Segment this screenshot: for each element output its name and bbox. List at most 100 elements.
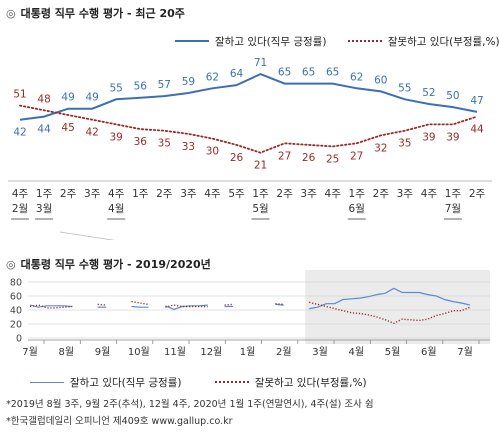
x-tick-label: 10월 [128, 346, 150, 358]
negative-data-label: 39 [110, 131, 123, 143]
x-tick-label: 9월 [95, 346, 111, 358]
negative-data-label: 33 [182, 141, 195, 153]
y-tick-label: 80 [10, 278, 22, 289]
footer-note: *2019년 8월 3주, 9월 2주(추석), 12월 4주, 2020년 1… [6, 399, 374, 410]
x-tick-label: 2월 [276, 346, 292, 358]
zoom-connector-line [59, 231, 115, 240]
x-tick-label: 1주 [132, 188, 149, 200]
x-tick-label: 1월 [240, 346, 256, 358]
negative-series-line [224, 303, 234, 306]
bottom-chart-title: ◎ 대통령 직무 수행 평가 - 2019/2020년 [6, 256, 211, 272]
recent-weeks-highlight [305, 270, 490, 344]
x-tick-label: 2주 [373, 188, 390, 200]
positive-data-label: 49 [61, 92, 74, 104]
positive-data-label: 64 [230, 68, 244, 80]
x-tick-label: 6월 [349, 203, 365, 215]
x-tick-label: 7월 [22, 346, 38, 358]
positive-data-label: 52 [422, 87, 435, 99]
top-line-chart: 42 44 49 49 55 56 57 59 62 64 71 65 65 65 62 60 55 52 50 47… [8, 57, 492, 240]
bottom-line-chart: 0 20 40 60 80 7월 8월 9월 10월 11월 12월 1월 2월 3월 4월 5월 6월 7월 [10, 270, 490, 358]
x-tick-label: 11월 [164, 346, 186, 358]
negative-data-label: 27 [278, 150, 291, 162]
legend-positive: 잘하고 있다(직무 긍정률) [30, 375, 181, 390]
x-tick-label: 3월 [312, 346, 328, 358]
positive-data-label: 65 [278, 67, 291, 79]
positive-data-label: 42 [13, 127, 26, 139]
x-tick-label: 12월 [200, 346, 222, 358]
positive-data-label: 65 [302, 67, 315, 79]
negative-data-label: 48 [37, 93, 50, 105]
x-tick-label: 2주 [156, 188, 173, 200]
x-tick-label: 3주 [84, 188, 101, 200]
negative-data-label: 25 [326, 153, 339, 165]
legend-solid-line-icon [175, 40, 209, 42]
x-tick-label: 5월 [252, 203, 268, 215]
negative-data-label: 26 [230, 152, 244, 164]
x-tick-label: 2주 [60, 188, 77, 200]
x-tick-label: 4주 [108, 188, 125, 200]
x-tick-label: 4월 [349, 346, 365, 358]
negative-data-label: 27 [350, 150, 363, 162]
positive-data-label: 55 [398, 82, 411, 94]
x-tick-label: 5월 [385, 346, 401, 358]
positive-data-label: 59 [182, 76, 195, 88]
positive-data-label: 65 [326, 67, 339, 79]
positive-series-line [309, 287, 471, 310]
legend-positive-label: 잘하고 있다(직무 긍정률) [70, 377, 182, 389]
footer-source: *한국갤럽데일리 오피니언 제409호 www.gallup.co.kr [6, 416, 233, 427]
y-tick-label: 0 [16, 334, 22, 345]
x-tick-label: 4주 [325, 188, 342, 200]
y-tick-label: 60 [10, 292, 22, 303]
legend-dotted-line-icon [347, 40, 382, 42]
negative-data-label: 36 [134, 136, 148, 148]
x-tick-label: 2월 [12, 203, 28, 215]
top-chart-title-text: 대통령 직무 수행 평가 - 최근 20주 [20, 7, 185, 20]
x-tick-label: 4주 [12, 188, 29, 200]
positive-data-label: 57 [158, 79, 171, 91]
x-tick-label: 3주 [300, 188, 317, 200]
positive-data-label: 71 [254, 57, 267, 69]
positive-series-line [29, 304, 73, 308]
negative-data-label: 51 [13, 89, 26, 101]
x-tick-label: 4주 [204, 188, 221, 200]
negative-data-label: 45 [61, 122, 74, 134]
negative-series-line [309, 301, 471, 325]
positive-data-label: 49 [86, 92, 99, 104]
x-tick-label: 1주 [349, 188, 366, 200]
positive-series-line [131, 305, 149, 308]
bottom-chart-title-text: 대통령 직무 수행 평가 - 2019/2020년 [20, 258, 211, 271]
bullet-circle-icon: ◎ [6, 7, 16, 20]
positive-data-label: 44 [37, 124, 51, 136]
negative-data-label: 35 [398, 138, 411, 150]
x-tick-label: 2주 [276, 188, 293, 200]
negative-series-line [165, 304, 208, 308]
y-tick-label: 20 [10, 320, 22, 331]
positive-data-label: 62 [350, 71, 363, 83]
bullet-circle-icon: ◎ [6, 258, 16, 271]
y-tick-label: 40 [10, 306, 22, 317]
top-chart-title: ◎ 대통령 직무 수행 평가 - 최근 20주 [6, 5, 185, 21]
x-tick-label: 3주 [180, 188, 197, 200]
x-tick-label: 4월 [108, 203, 124, 215]
x-tick-label: 2주 [469, 188, 486, 200]
positive-data-label: 60 [374, 74, 387, 86]
legend-negative-label: 잘못하고 있다(부정률,%) [387, 35, 499, 48]
x-tick-label: 4주 [421, 188, 438, 200]
x-tick-label: 1주 [252, 188, 269, 200]
negative-data-label: 42 [86, 127, 99, 139]
positive-data-label: 56 [134, 81, 148, 93]
bottom-legend: 잘하고 있다(직무 긍정률) 잘못하고 있다(부정률,%) [30, 374, 385, 390]
x-tick-label: 3주 [397, 188, 414, 200]
negative-data-label: 30 [206, 146, 219, 158]
legend-solid-line-icon [30, 382, 64, 383]
x-tick-label: 6월 [421, 346, 437, 358]
x-tick-label: 7월 [457, 346, 473, 358]
negative-data-label: 39 [422, 131, 435, 143]
x-tick-label: 8월 [59, 346, 75, 358]
legend-dotted-line-icon [214, 381, 249, 383]
legend-positive: 잘하고 있다(직무 긍정률) [175, 34, 326, 49]
legend-negative: 잘못하고 있다(부정률,%) [214, 375, 367, 390]
negative-series-line [19, 104, 478, 154]
legend-positive-label: 잘하고 있다(직무 긍정률) [215, 35, 327, 48]
top-legend: 잘하고 있다(직무 긍정률) 잘못하고 있다(부정률,%) [175, 33, 499, 49]
